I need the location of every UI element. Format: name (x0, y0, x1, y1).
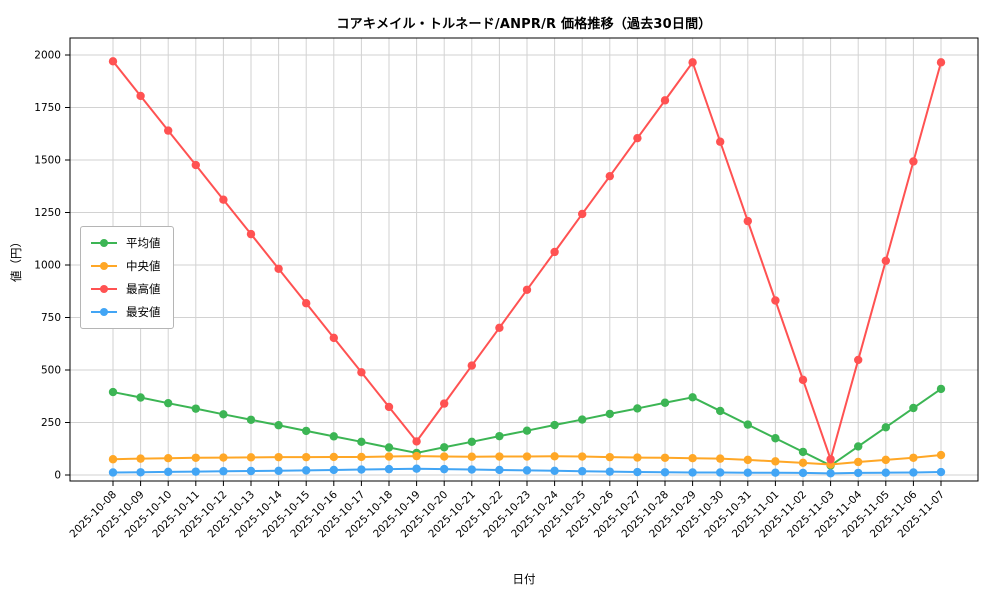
legend-label-average: 平均値 (126, 236, 161, 250)
x-axis-label: 日付 (512, 572, 536, 586)
legend-item-max: 最高値 (91, 281, 161, 297)
y-axis-label: 値（円） (9, 236, 23, 282)
svg-text:2000: 2000 (34, 50, 61, 62)
legend-item-median: 中央値 (91, 258, 161, 274)
svg-text:500: 500 (41, 365, 61, 377)
legend-line-marker-median (91, 262, 117, 270)
legend-dot-average (100, 239, 108, 247)
svg-text:1500: 1500 (34, 155, 61, 167)
chart-title: コアキメイル・トルネード/ANPR/R 価格推移（過去30日間） (336, 17, 712, 32)
svg-text:750: 750 (41, 312, 61, 324)
legend-item-average: 平均値 (91, 235, 161, 251)
legend-label-max: 最高値 (126, 282, 161, 296)
svg-text:1000: 1000 (34, 260, 61, 272)
legend-label-min: 最安値 (126, 305, 161, 319)
legend-line-marker-min (91, 308, 117, 316)
legend-dot-median (100, 262, 108, 270)
chart-legend: 平均値 中央値 最高値 最安値 (80, 226, 174, 329)
legend-item-min: 最安値 (91, 304, 161, 320)
svg-text:0: 0 (54, 470, 61, 482)
legend-label-median: 中央値 (126, 259, 161, 273)
legend-line-marker-average (91, 239, 117, 247)
legend-dot-max (100, 285, 108, 293)
legend-dot-min (100, 308, 108, 316)
legend-line-marker-max (91, 285, 117, 293)
svg-text:250: 250 (41, 417, 61, 429)
svg-text:1250: 1250 (34, 207, 61, 219)
svg-text:1750: 1750 (34, 102, 61, 114)
